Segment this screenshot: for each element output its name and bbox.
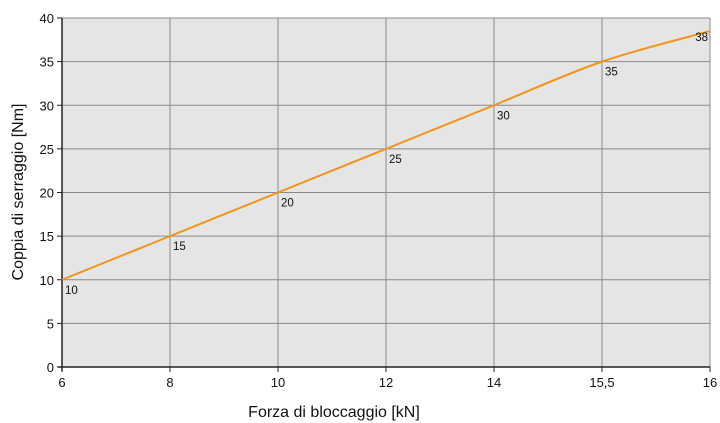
y-tick-label: 15	[40, 229, 54, 244]
x-tick-label: 16	[703, 375, 717, 390]
x-tick-label: 6	[58, 375, 65, 390]
y-tick-label: 20	[40, 186, 54, 201]
x-tick-label: 15,5	[589, 375, 614, 390]
series-line	[61, 30, 711, 281]
data-label: 35	[605, 67, 618, 79]
data-label: 25	[389, 154, 402, 166]
data-labels: 10 15 20 25 30 35 38	[65, 32, 708, 297]
data-label: 10	[65, 285, 78, 297]
y-tick-label: 5	[47, 316, 54, 331]
y-axis-title: Coppia di serraggio [Nm]	[10, 104, 27, 281]
x-tick-label: 14	[487, 375, 501, 390]
x-tick-label: 10	[271, 375, 285, 390]
axes	[58, 18, 710, 371]
x-tick-label: 8	[166, 375, 173, 390]
y-tick-label: 0	[47, 360, 54, 375]
data-label: 20	[281, 198, 294, 210]
y-tick-label: 10	[40, 273, 54, 288]
y-tick-label: 25	[40, 142, 54, 157]
data-label: 15	[173, 241, 186, 253]
x-axis-title: Forza di bloccaggio [kN]	[248, 404, 420, 421]
y-tick-label: 35	[40, 55, 54, 70]
x-tick-label: 12	[379, 375, 393, 390]
y-tick-label: 30	[40, 98, 54, 113]
data-label: 38	[695, 32, 708, 44]
data-label: 30	[497, 110, 510, 122]
y-axis-ticks: 0 5 10 15 20 25 30 35 40	[40, 11, 62, 375]
y-tick-label: 40	[40, 11, 54, 26]
x-axis-ticks: 6 8 10 12 14 15,5 16	[58, 367, 717, 390]
